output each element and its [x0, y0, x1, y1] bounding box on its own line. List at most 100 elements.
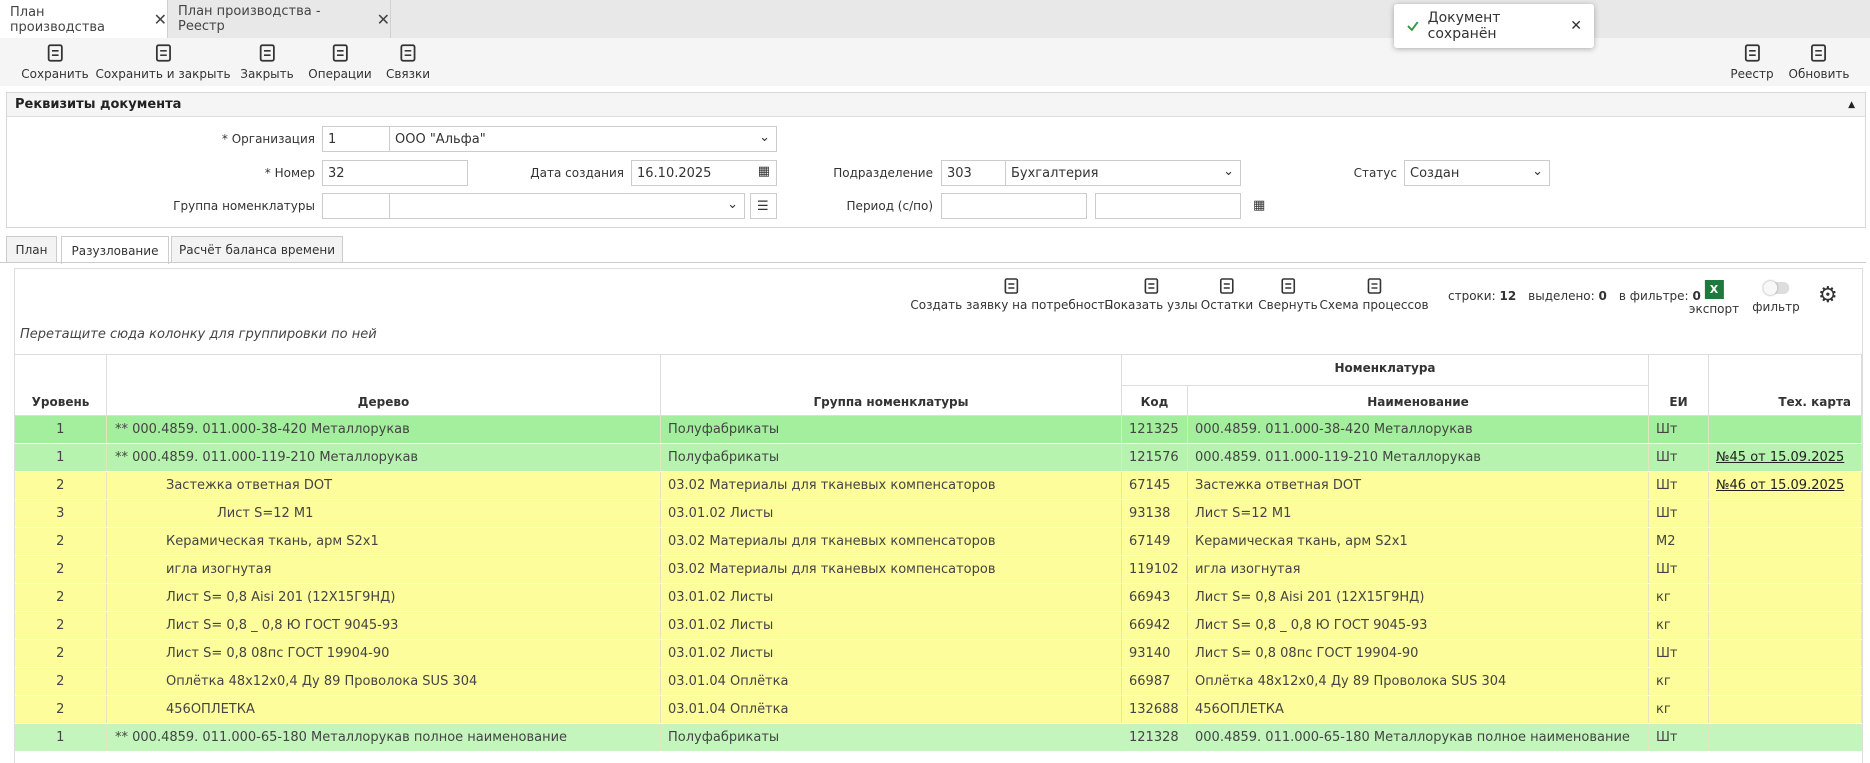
dropdown-button[interactable]: ⌄ [1223, 164, 1234, 179]
toolbar-button[interactable]: Сохранить и закрыть [95, 38, 231, 86]
tab[interactable]: План производства ✕ [0, 0, 168, 39]
grid-row[interactable]: 2 Лист S= 0,8 _ 0,8 Ю ГОСТ 9045-93 03.01.0… [14, 611, 1862, 640]
icon [155, 44, 171, 62]
input[interactable]: ООО "Альфа" ⌄ [389, 126, 777, 152]
grid-row[interactable]: 2 456ОПЛЕТКА 03.01.04 Оплётка 132688 456ОПЛЕ… [14, 695, 1862, 724]
input[interactable]: ⌄ [389, 193, 745, 219]
field-label: * Номер [264, 166, 315, 180]
check-icon [1407, 21, 1419, 32]
grid-row[interactable]: 1 ** 000.4859. 011.000-119-210 Металлорук… [14, 443, 1862, 472]
tech-card-cell [1708, 667, 1862, 696]
tree-button[interactable]: ☰ [750, 193, 777, 219]
calendar-button[interactable]: ▦ [757, 164, 770, 179]
code-cell: 132688 [1121, 695, 1188, 724]
grid-row[interactable]: 2 Оплётка 48х12х0,4 Ду 89 Проволока SUS 3… [14, 667, 1862, 696]
settings-button[interactable]: ⚙ [1818, 283, 1838, 308]
grid-button[interactable]: Остатки [1201, 276, 1253, 312]
input[interactable]: 32 [322, 160, 468, 186]
tree-cell: Оплётка 48х12х0,4 Ду 89 Проволока SUS 30… [106, 667, 661, 696]
name-cell: Керамическая ткань, арм S2х1 [1187, 527, 1649, 556]
input[interactable]: 303 [941, 160, 1006, 186]
column-header[interactable]: Код [1121, 385, 1188, 416]
column-header[interactable]: ЕИ [1648, 354, 1709, 416]
collapse-button[interactable]: ▲ [1848, 99, 1855, 110]
code-cell: 66943 [1121, 583, 1188, 612]
tab[interactable]: План производства - Реестр ✕ [168, 0, 391, 38]
grid-button[interactable]: Схема процессов [1319, 276, 1429, 312]
grid-row[interactable]: 2 Лист S= 0,8 08пс ГОСТ 19904-90 03.01.02 … [14, 639, 1862, 668]
group-cell: 03.01.02 Листы [660, 639, 1122, 668]
dropdown-button[interactable]: ⌄ [1532, 164, 1543, 179]
icon [1281, 278, 1295, 294]
column-header[interactable]: Тех. карта [1708, 354, 1862, 416]
column-header[interactable]: Дерево [106, 354, 661, 416]
stat: выделено: 0 [1528, 289, 1607, 303]
grid-button[interactable]: Показать узлы [1104, 276, 1198, 312]
column-header[interactable]: Группа номенклатуры [660, 354, 1122, 416]
tab-close[interactable]: ✕ [153, 10, 167, 29]
toolbar-button[interactable]: Операции [308, 38, 372, 86]
grid-row[interactable]: 2 Керамическая ткань, арм S2х1 03.02 Матер… [14, 527, 1862, 556]
input[interactable] [1095, 193, 1241, 219]
group-cell: 03.01.02 Листы [660, 499, 1122, 528]
unit-cell: Шт [1648, 555, 1709, 584]
tab-label: План производства - Реестр [178, 4, 321, 34]
grid-row[interactable]: 3 Лист S=12 М1 03.01.02 Листы 93138 Лист S=1… [14, 499, 1862, 528]
grid-row[interactable]: 1 ** 000.4859. 011.000-65-180 Металлорука… [14, 723, 1862, 752]
input[interactable]: 16.10.2025 ▦ [631, 160, 777, 186]
stat-label: выделено: [1528, 289, 1595, 303]
level-cell: 1 [14, 723, 107, 752]
inner-tab[interactable]: Разузлование [61, 236, 169, 264]
name-cell: Лист S= 0,8 _ 0,8 Ю ГОСТ 9045-93 [1187, 611, 1649, 640]
grid-button[interactable]: Создать заявку на потребность [910, 276, 1112, 312]
level-cell: 2 [14, 667, 107, 696]
tech-card-cell: №46 от 15.09.2025 [1708, 471, 1862, 500]
group-cell: 03.02 Материалы для тканевых компенсатор… [660, 555, 1122, 584]
icon [1744, 44, 1760, 62]
icon [1004, 278, 1018, 294]
grid-row[interactable]: 2 игла изогнутая 03.02 Материалы для ткане… [14, 555, 1862, 584]
toolbar-button[interactable]: Связки [386, 38, 430, 86]
grid-button[interactable]: Свернуть [1258, 276, 1318, 312]
grid-row[interactable]: 1 ** 000.4859. 011.000-38-420 Металлорука… [14, 415, 1862, 444]
dropdown-button[interactable]: ⌄ [727, 197, 738, 212]
toolbar-button[interactable]: Реестр [1730, 38, 1774, 86]
tree-cell: 456ОПЛЕТКА [106, 695, 661, 724]
input[interactable]: Создан ⌄ [1404, 160, 1550, 186]
button-label: Связки [385, 67, 431, 81]
input[interactable] [941, 193, 1087, 219]
unit-cell: кг [1648, 695, 1709, 724]
dropdown-button[interactable]: ⌄ [759, 130, 770, 145]
inner-tab[interactable]: План [6, 236, 57, 263]
icon [1144, 278, 1158, 294]
column-header[interactable]: Уровень [14, 354, 107, 416]
toggle [1762, 281, 1789, 295]
filter-toggle[interactable]: фильтр [1752, 276, 1800, 314]
column-group-header: Номенклатура [1121, 354, 1649, 386]
toast-close[interactable]: ✕ [1570, 18, 1582, 34]
calendar-button[interactable]: ▦ [1253, 198, 1266, 213]
tree-cell: игла изогнутая [106, 555, 661, 584]
tech-card-cell [1708, 527, 1862, 556]
tech-card-link[interactable]: №45 от 15.09.2025 [1716, 450, 1845, 465]
tree-cell: ** 000.4859. 011.000-65-180 Металлорукав… [106, 723, 661, 752]
toolbar-button[interactable]: Закрыть [240, 38, 294, 86]
grid-row[interactable]: 2 Застежка ответная DOT 03.02 Материалы дл… [14, 471, 1862, 500]
group-cell: 03.02 Материалы для тканевых компенсатор… [660, 471, 1122, 500]
tab-close[interactable]: ✕ [376, 9, 390, 29]
name-cell: Лист S=12 М1 [1187, 499, 1649, 528]
toolbar-button[interactable]: Сохранить [21, 38, 89, 86]
tech-card-link[interactable]: №46 от 15.09.2025 [1716, 478, 1845, 493]
tech-card-cell [1708, 415, 1862, 444]
toolbar-button[interactable]: Обновить [1789, 38, 1849, 86]
input[interactable]: 1 [322, 126, 390, 152]
input[interactable] [322, 193, 390, 219]
input[interactable]: Бухгалтерия ⌄ [1005, 160, 1241, 186]
column-header[interactable]: Наименование [1187, 385, 1649, 416]
data-grid: Уровень Дерево Группа номенклатуры Номен… [14, 354, 1862, 752]
tech-card-cell [1708, 555, 1862, 584]
grid-row[interactable]: 2 Лист S= 0,8 Aisi 201 (12Х15Г9НД) 03.01.0… [14, 583, 1862, 612]
stat-value: 0 [1692, 289, 1701, 303]
inner-tab[interactable]: Расчёт баланса времени [171, 236, 343, 263]
